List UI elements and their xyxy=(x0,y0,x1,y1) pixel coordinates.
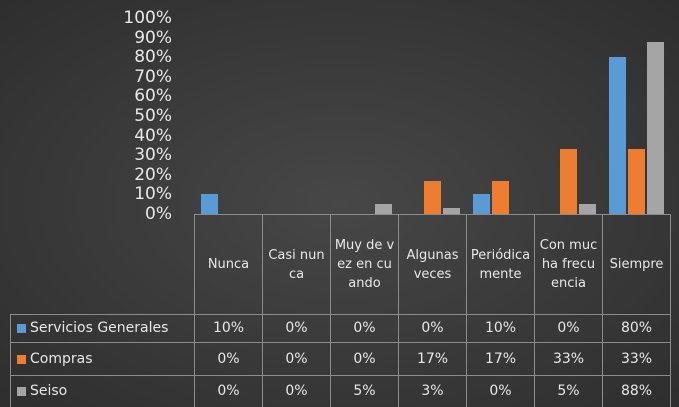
value-label: 0% xyxy=(262,314,331,343)
bar xyxy=(424,180,441,214)
legend-label: Servicios Generales xyxy=(30,320,169,336)
category-label: Con mucha frecuencia xyxy=(534,214,603,315)
legend-entry: Compras xyxy=(10,342,195,376)
y-tick-label: 100% xyxy=(123,8,172,28)
bar xyxy=(492,180,509,214)
bar xyxy=(560,149,577,214)
category-label: Muy de vez en cuando xyxy=(330,214,399,315)
value-label: 0% xyxy=(262,375,331,407)
category-label: Periódicamente xyxy=(466,214,535,315)
value-label: 17% xyxy=(398,342,467,376)
bar xyxy=(579,204,596,214)
category-label: Algunas veces xyxy=(398,214,467,315)
y-tick-label: 70% xyxy=(134,66,172,87)
value-label: 0% xyxy=(194,342,263,376)
value-label: 10% xyxy=(466,314,535,343)
y-tick-label: 30% xyxy=(134,145,172,166)
y-tick-label: 0% xyxy=(145,204,172,224)
bar xyxy=(628,149,645,214)
category-label: Casi nunca xyxy=(262,214,331,315)
y-tick-label: 90% xyxy=(134,27,172,48)
legend-key xyxy=(17,387,26,396)
legend-key xyxy=(17,324,26,333)
y-tick-label: 50% xyxy=(134,106,172,126)
legend-label: Compras xyxy=(30,350,93,367)
value-label: 88% xyxy=(602,375,671,407)
bar xyxy=(201,194,218,214)
value-label: 0% xyxy=(330,342,399,376)
bar xyxy=(375,204,392,214)
y-tick-label: 20% xyxy=(134,164,172,185)
bar xyxy=(609,57,626,214)
y-tick-label: 60% xyxy=(134,86,172,107)
bar xyxy=(443,208,460,214)
value-label: 3% xyxy=(398,375,467,407)
y-tick-label: 80% xyxy=(134,47,172,68)
value-label: 10% xyxy=(194,314,263,343)
value-label: 0% xyxy=(194,375,263,407)
legend-label: Seiso xyxy=(30,383,68,399)
legend-entry: Servicios Generales xyxy=(10,314,195,343)
value-label: 80% xyxy=(602,314,671,343)
value-label: 17% xyxy=(466,342,535,376)
legend-entry: Seiso xyxy=(10,375,195,407)
value-label: 5% xyxy=(330,375,399,407)
y-tick-label: 40% xyxy=(134,125,172,146)
value-label: 0% xyxy=(534,314,603,343)
category-label: Nunca xyxy=(194,214,263,315)
legend-key xyxy=(17,354,26,364)
y-tick-label: 10% xyxy=(134,184,172,205)
value-label: 33% xyxy=(602,342,671,376)
value-label: 0% xyxy=(398,314,467,343)
value-label: 0% xyxy=(262,342,331,376)
value-label: 0% xyxy=(330,314,399,343)
value-label: 33% xyxy=(534,342,603,376)
bar xyxy=(647,41,664,214)
bar xyxy=(473,194,490,214)
value-label: 0% xyxy=(466,375,535,407)
value-label: 5% xyxy=(534,375,603,407)
category-label: Siempre xyxy=(602,214,671,315)
